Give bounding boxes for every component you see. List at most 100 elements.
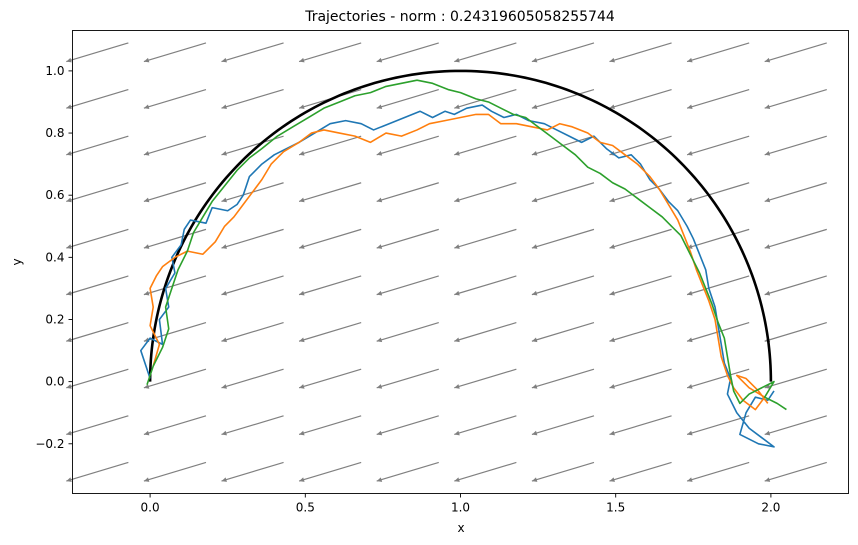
y-tick-label: 0.4 bbox=[45, 250, 64, 264]
field-arrow-4-3 bbox=[298, 275, 362, 296]
field-arrow-0-1 bbox=[143, 461, 207, 482]
field-arrow-8-0 bbox=[66, 88, 129, 110]
field-arrow-5-3 bbox=[298, 228, 362, 249]
trajectory-line-1 bbox=[139, 104, 775, 448]
reference-semicircle bbox=[148, 69, 773, 382]
field-arrow-6-0 bbox=[66, 182, 129, 203]
field-arrow-2-7 bbox=[609, 368, 672, 389]
field-arrow-4-0 bbox=[66, 275, 129, 296]
field-arrow-3-4 bbox=[376, 322, 439, 343]
y-axis-ticks: −0.2 0.0 0.2 0.4 0.6 0.8 1.0 bbox=[35, 64, 73, 451]
field-arrow-6-9 bbox=[764, 182, 827, 203]
field-arrow-6-6 bbox=[531, 182, 595, 203]
field-arrow-5-9 bbox=[764, 228, 827, 249]
field-arrow-4-2 bbox=[221, 275, 284, 296]
field-arrow-9-3 bbox=[298, 42, 362, 63]
x-tick-label: 0.0 bbox=[141, 501, 160, 515]
field-arrow-9-5 bbox=[454, 42, 517, 63]
field-arrow-8-1 bbox=[143, 88, 207, 110]
field-arrow-7-4 bbox=[376, 135, 439, 156]
y-tick-label: 0.8 bbox=[45, 126, 64, 140]
x-axis-label: x bbox=[457, 521, 464, 535]
field-arrow-1-1 bbox=[143, 415, 207, 436]
vector-field bbox=[66, 42, 827, 482]
field-arrow-2-0 bbox=[66, 368, 129, 389]
field-arrow-1-7 bbox=[609, 415, 672, 436]
field-arrow-9-0 bbox=[66, 42, 129, 63]
field-arrow-0-3 bbox=[298, 461, 362, 482]
field-arrow-7-9 bbox=[764, 135, 827, 156]
field-arrow-7-5 bbox=[454, 135, 517, 156]
field-arrow-1-0 bbox=[66, 415, 129, 436]
field-arrow-7-3 bbox=[298, 135, 362, 156]
field-arrow-5-1 bbox=[143, 228, 207, 249]
field-arrow-1-4 bbox=[376, 415, 439, 436]
field-arrow-2-4 bbox=[376, 368, 439, 389]
field-arrow-6-5 bbox=[454, 182, 517, 203]
field-arrow-9-6 bbox=[531, 42, 595, 63]
field-arrow-7-0 bbox=[66, 135, 129, 156]
field-arrow-3-5 bbox=[454, 322, 517, 343]
field-arrow-0-9 bbox=[764, 461, 827, 482]
field-arrow-6-3 bbox=[298, 182, 362, 203]
field-arrow-6-4 bbox=[376, 182, 439, 203]
field-arrow-5-4 bbox=[376, 228, 439, 249]
field-arrow-9-2 bbox=[221, 42, 284, 63]
field-arrow-1-5 bbox=[454, 415, 517, 436]
field-arrow-9-7 bbox=[609, 42, 672, 63]
field-arrow-5-5 bbox=[454, 228, 517, 249]
field-arrow-8-9 bbox=[764, 88, 827, 110]
field-arrow-6-8 bbox=[686, 182, 750, 203]
field-arrow-4-6 bbox=[531, 275, 595, 296]
trajectory-line-3 bbox=[146, 79, 787, 411]
field-arrow-3-3 bbox=[298, 322, 362, 343]
field-arrow-4-1 bbox=[143, 275, 207, 296]
field-arrow-8-6 bbox=[531, 88, 595, 110]
field-arrow-0-5 bbox=[454, 461, 517, 482]
field-arrow-8-7 bbox=[609, 88, 672, 110]
x-tick-label: 1.5 bbox=[606, 501, 625, 515]
series-group bbox=[139, 79, 787, 448]
field-arrow-5-0 bbox=[66, 228, 129, 249]
field-arrow-8-5 bbox=[454, 88, 517, 110]
field-arrow-9-4 bbox=[376, 42, 439, 63]
field-arrow-2-5 bbox=[454, 368, 517, 389]
field-arrow-2-3 bbox=[298, 368, 362, 389]
field-arrow-1-9 bbox=[764, 415, 827, 436]
field-arrow-8-8 bbox=[686, 88, 750, 110]
field-arrow-2-2 bbox=[221, 368, 284, 389]
field-arrow-8-2 bbox=[221, 88, 284, 110]
field-arrow-3-8 bbox=[686, 322, 750, 343]
field-arrow-6-7 bbox=[609, 182, 672, 203]
field-arrow-2-6 bbox=[531, 368, 595, 389]
field-arrow-0-4 bbox=[376, 461, 439, 482]
field-arrow-7-1 bbox=[143, 135, 207, 156]
field-arrow-5-7 bbox=[609, 228, 672, 249]
field-arrow-4-5 bbox=[454, 275, 517, 296]
field-arrow-4-7 bbox=[609, 275, 672, 296]
trajectory-line-2 bbox=[149, 113, 769, 411]
y-tick-label: 0.0 bbox=[45, 375, 64, 389]
field-arrow-0-8 bbox=[686, 461, 750, 482]
y-tick-label: −0.2 bbox=[35, 437, 64, 451]
y-axis-label: y bbox=[10, 258, 24, 265]
field-arrow-1-3 bbox=[298, 415, 362, 436]
field-arrow-4-8 bbox=[686, 275, 750, 296]
x-tick-label: 1.0 bbox=[451, 501, 470, 515]
x-tick-label: 2.0 bbox=[761, 501, 780, 515]
field-arrow-2-1 bbox=[143, 368, 207, 389]
chart-title: Trajectories - norm : 0.2431960505825574… bbox=[304, 9, 615, 25]
reference-arc bbox=[148, 69, 773, 382]
field-arrow-5-6 bbox=[531, 228, 595, 249]
x-axis-ticks: 0.0 0.5 1.0 1.5 2.0 bbox=[141, 493, 780, 515]
field-arrow-1-6 bbox=[531, 415, 595, 436]
field-arrow-5-2 bbox=[221, 228, 284, 249]
field-arrow-1-2 bbox=[221, 415, 284, 436]
field-arrow-0-6 bbox=[531, 461, 595, 482]
field-arrow-3-7 bbox=[609, 322, 672, 343]
field-arrow-1-8 bbox=[686, 415, 750, 436]
field-arrow-3-9 bbox=[764, 322, 827, 343]
field-arrow-4-4 bbox=[376, 275, 439, 296]
field-arrow-4-9 bbox=[764, 275, 827, 296]
